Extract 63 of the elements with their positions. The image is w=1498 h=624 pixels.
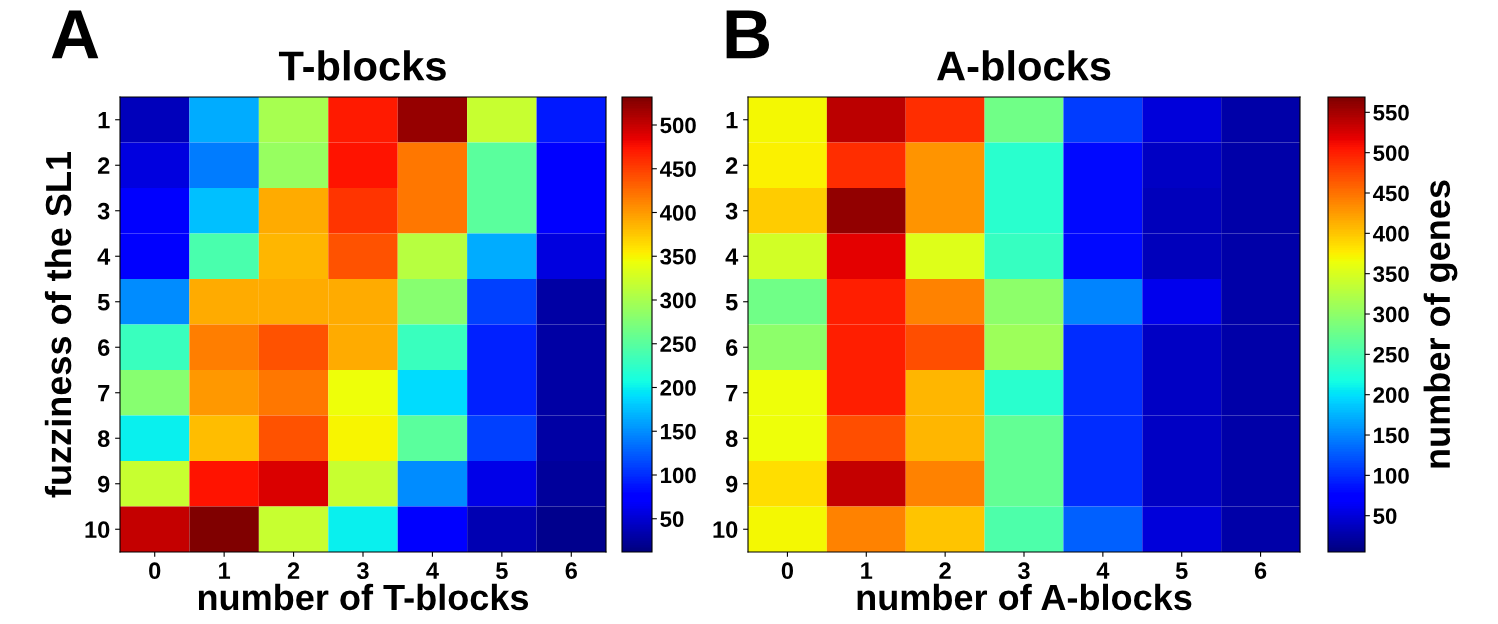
color-bar-label: 450: [1372, 185, 1409, 202]
x-tick-label: 0: [149, 562, 161, 580]
chart-title: A-blocks: [937, 50, 1111, 81]
text: A: [51, 10, 99, 59]
x-tick-label: 1: [861, 562, 873, 579]
color-bar-label: 200: [660, 380, 696, 396]
x-tick-label: 3: [356, 562, 369, 580]
color-bar-label: 350: [1373, 266, 1409, 282]
color-bar-label: 250: [1373, 346, 1409, 363]
color-bar-label: 500: [660, 117, 696, 134]
y-tick-label: 2: [97, 157, 110, 174]
color-bar-label: 350: [660, 248, 696, 265]
y-tick-label: 1: [726, 112, 738, 129]
color-bar-label: 400: [659, 205, 696, 221]
color-bar-label: 300: [660, 292, 696, 309]
y-tick-label: 5: [97, 294, 110, 311]
x-tick-label: 6: [565, 562, 577, 580]
x-tick-label: 2: [287, 562, 300, 579]
x-tick-label: 2: [939, 562, 951, 579]
color-bar-label: 550: [1373, 104, 1409, 121]
y-tick-label: 3: [725, 202, 738, 220]
x-axis-title: number of A-blocks: [857, 583, 1192, 611]
y-tick-label: 4: [725, 248, 739, 265]
y-tick-label: 7: [98, 385, 110, 402]
y-tick-label: 6: [726, 339, 738, 357]
x-tick-label: 4: [1096, 562, 1110, 579]
chart-title: T-blocks: [278, 50, 446, 81]
color-bar-label: 200: [1373, 387, 1409, 403]
color-bar-label: 50: [1373, 508, 1397, 524]
x-tick-label: 5: [1175, 562, 1188, 580]
text: B: [726, 10, 769, 59]
color-bar-label: 500: [1373, 145, 1409, 161]
color-bar-label: 400: [1372, 225, 1409, 242]
y-tick-label: 10: [85, 521, 110, 539]
x-tick-label: 1: [219, 562, 231, 579]
color-bar-label: 150: [661, 423, 696, 440]
x-tick-label: 0: [781, 562, 794, 580]
color-bar-label: 50: [660, 511, 684, 528]
color-bar-label: 300: [1373, 306, 1409, 323]
y-tick-label: 9: [97, 475, 110, 493]
x-tick-label: 5: [496, 562, 508, 580]
color-bar-label: 150: [1374, 427, 1409, 444]
y-tick-label: 4: [97, 248, 111, 265]
y-tick-label: 8: [725, 430, 738, 448]
y-tick-label: 3: [97, 202, 110, 220]
y-tick-label: 6: [98, 339, 110, 357]
x-tick-label: 3: [1017, 562, 1030, 580]
y-tick-label: 8: [97, 430, 110, 448]
y-tick-label: 9: [725, 475, 738, 493]
color-bar-title: number of genes: [1423, 180, 1458, 468]
y-tick-label: 7: [726, 385, 738, 402]
color-bar-label: 100: [661, 467, 696, 484]
color-bar-label: 250: [660, 336, 696, 353]
x-axis-title: number of T-blocks: [198, 583, 529, 611]
color-bar-label: 100: [1374, 467, 1409, 484]
y-tick-label: 10: [713, 521, 738, 539]
y-tick-label: 5: [725, 294, 738, 311]
x-tick-label: 4: [426, 562, 439, 579]
y-tick-label: 1: [98, 112, 110, 129]
x-tick-label: 6: [1254, 562, 1267, 580]
color-bar-label: 450: [659, 161, 696, 178]
y-tick-label: 2: [725, 157, 738, 174]
y-axis-title: fuzziness of the SL1: [44, 151, 72, 498]
